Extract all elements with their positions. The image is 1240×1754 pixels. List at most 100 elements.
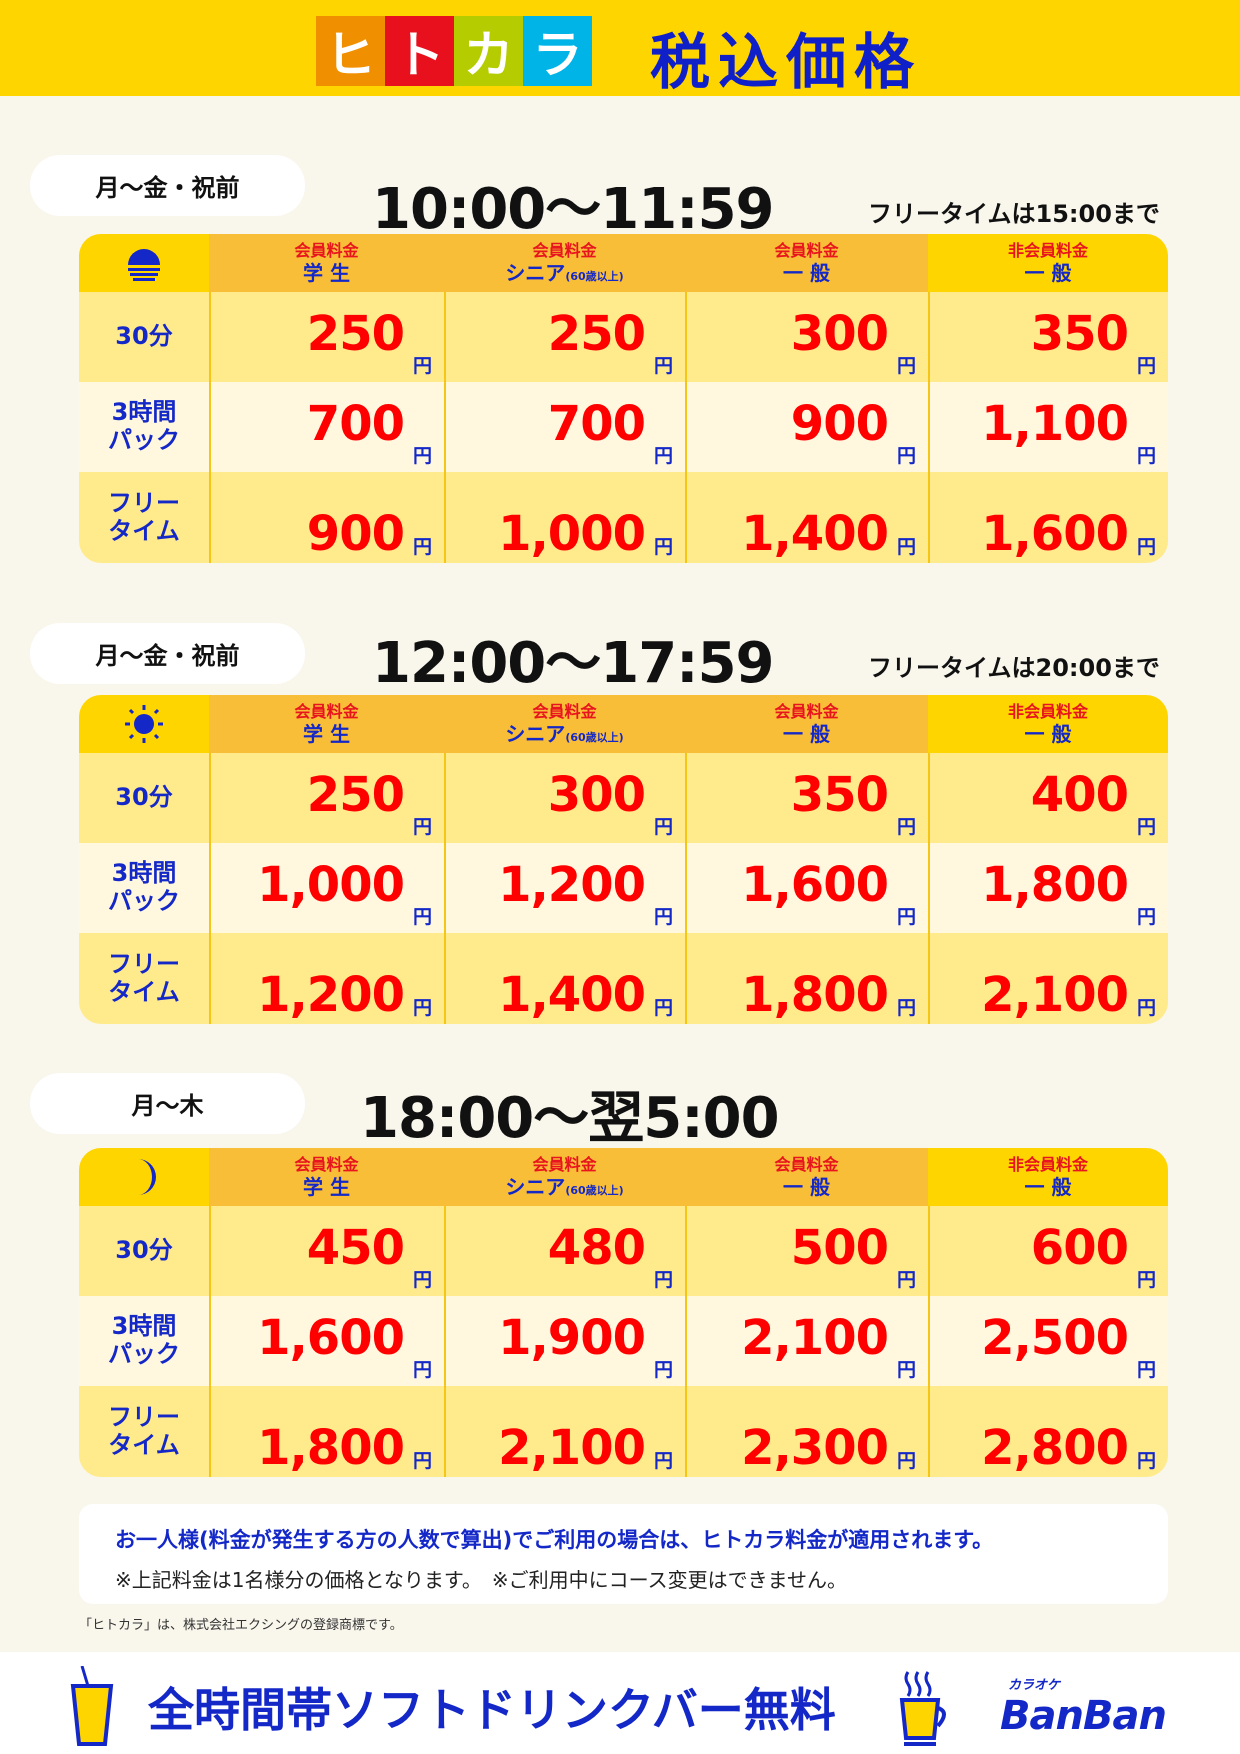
price-cell: 1,400 円 (444, 933, 685, 1024)
price-value: 2,300 (741, 1420, 889, 1476)
price-cell: 1,800 円 (928, 843, 1168, 933)
price-value: 1,400 (741, 506, 889, 562)
price-value: 1,000 (498, 506, 646, 562)
column-header: 会員料金 シニア(60歳以上) (444, 695, 685, 753)
yen-unit: 円 (653, 997, 673, 1019)
price-value: 900 (790, 396, 889, 452)
price-cell: 600 円 (928, 1206, 1168, 1296)
row-label: 3時間 パック (79, 1296, 209, 1386)
price-cell: 2,100 円 (444, 1386, 685, 1477)
price-table: 会員料金学 生会員料金 シニア(60歳以上) 会員料金一 般非会員料金一 般 30分 2… (79, 234, 1168, 563)
price-value: 250 (547, 306, 646, 362)
yen-unit: 円 (896, 1450, 916, 1472)
price-cell: 700 円 (209, 382, 444, 472)
price-value: 2,500 (981, 1310, 1129, 1366)
column-kind: 会員料金 (532, 1155, 597, 1175)
price-value: 400 (1030, 767, 1129, 823)
time-range: 12:00〜17:59 (372, 631, 775, 696)
price-value: 1,600 (257, 1310, 405, 1366)
yen-unit: 円 (1136, 355, 1156, 377)
price-cell: 1,400 円 (685, 472, 928, 563)
row-label-line: 3時間 (111, 1312, 177, 1341)
column-label: 学 生 (303, 1174, 350, 1199)
yen-unit: 円 (412, 355, 432, 377)
row-label-line: 30分 (115, 783, 173, 812)
price-value: 700 (547, 396, 646, 452)
price-table: 会員料金学 生会員料金 シニア(60歳以上) 会員料金一 般非会員料金一 般 30分 2… (79, 695, 1168, 1024)
free-time-note: フリータイムは20:00まで (868, 654, 1160, 682)
price-value: 1,100 (981, 396, 1129, 452)
yen-unit: 円 (412, 536, 432, 558)
row-label-line: フリー (108, 1402, 180, 1431)
price-cell: 250 円 (209, 753, 444, 843)
days-pill: 月〜金・祝前 (30, 623, 305, 684)
column-kind: 会員料金 (532, 702, 597, 722)
price-cell: 2,500 円 (928, 1296, 1168, 1386)
days-pill: 月〜金・祝前 (30, 155, 305, 216)
sunrise-icon (79, 234, 209, 292)
row-label-line: タイム (108, 516, 180, 545)
yen-unit: 円 (1136, 1450, 1156, 1472)
price-cell: 300 円 (685, 292, 928, 382)
price-cell: 1,000 円 (209, 843, 444, 933)
yen-unit: 円 (896, 1269, 916, 1291)
column-kind: 会員料金 (774, 241, 839, 261)
notice-box: お一人様(料金が発生する方の人数で算出)でご利用の場合は、ヒトカラ料金が適用され… (79, 1504, 1168, 1604)
price-value: 480 (547, 1220, 646, 1276)
price-cell: 1,200 円 (209, 933, 444, 1024)
row-label-line: 30分 (115, 1236, 173, 1265)
column-label: 一 般 (1024, 1174, 1072, 1199)
free-time-note: フリータイムは15:00まで (868, 200, 1160, 228)
price-value: 250 (306, 306, 405, 362)
price-cell: 1,100 円 (928, 382, 1168, 472)
column-header: 会員料金一 般 (685, 695, 928, 753)
price-cell: 1,900 円 (444, 1296, 685, 1386)
column-header: 非会員料金一 般 (928, 695, 1168, 753)
column-label: 一 般 (1024, 721, 1072, 746)
yen-unit: 円 (896, 445, 916, 467)
yen-unit: 円 (1136, 1359, 1156, 1381)
row-label: フリー タイム (79, 1386, 209, 1477)
column-header: 会員料金学 生 (209, 695, 444, 753)
row-label: 3時間 パック (79, 843, 209, 933)
yen-unit: 円 (1136, 1269, 1156, 1291)
column-label: 学 生 (303, 721, 350, 746)
row-label: フリー タイム (79, 933, 209, 1024)
logo-char: ヒ (316, 16, 385, 86)
price-cell: 1,800 円 (209, 1386, 444, 1477)
logo-char: カ (454, 16, 523, 86)
price-cell: 1,600 円 (928, 472, 1168, 563)
yen-unit: 円 (653, 816, 673, 838)
price-value: 250 (306, 767, 405, 823)
row-label-line: パック (108, 426, 180, 454)
row-label-line: タイム (108, 1430, 180, 1459)
price-value: 2,100 (498, 1420, 646, 1476)
price-cell: 350 円 (928, 292, 1168, 382)
column-header: 会員料金学 生 (209, 234, 444, 292)
price-value: 1,800 (257, 1420, 405, 1476)
column-sub: (60歳以上) (565, 1183, 624, 1197)
price-cell: 2,800 円 (928, 1386, 1168, 1477)
price-value: 1,200 (498, 857, 646, 913)
row-label-line: フリー (108, 949, 180, 978)
yen-unit: 円 (896, 536, 916, 558)
column-kind: 会員料金 (774, 1155, 839, 1175)
column-header: 会員料金一 般 (685, 1148, 928, 1206)
price-value: 600 (1030, 1220, 1129, 1276)
price-value: 350 (1030, 306, 1129, 362)
yen-unit: 円 (653, 1450, 673, 1472)
moon-icon (79, 1148, 209, 1206)
price-cell: 300 円 (444, 753, 685, 843)
price-cell: 500 円 (685, 1206, 928, 1296)
price-cell: 450 円 (209, 1206, 444, 1296)
column-kind: 会員料金 (294, 702, 359, 722)
yen-unit: 円 (412, 997, 432, 1019)
row-label-line: パック (108, 887, 180, 915)
price-value: 300 (790, 306, 889, 362)
column-header: 非会員料金一 般 (928, 1148, 1168, 1206)
brand-small: カラオケ (1008, 1678, 1061, 1693)
price-value: 1,600 (741, 857, 889, 913)
price-value: 900 (306, 506, 405, 562)
column-label: 一 般 (783, 721, 830, 746)
column-header: 会員料金一 般 (685, 234, 928, 292)
